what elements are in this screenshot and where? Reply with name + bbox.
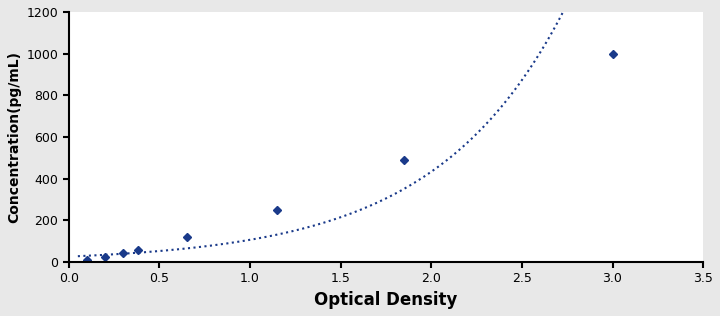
X-axis label: Optical Density: Optical Density <box>314 291 458 309</box>
Y-axis label: Concentration(pg/mL): Concentration(pg/mL) <box>7 51 21 223</box>
